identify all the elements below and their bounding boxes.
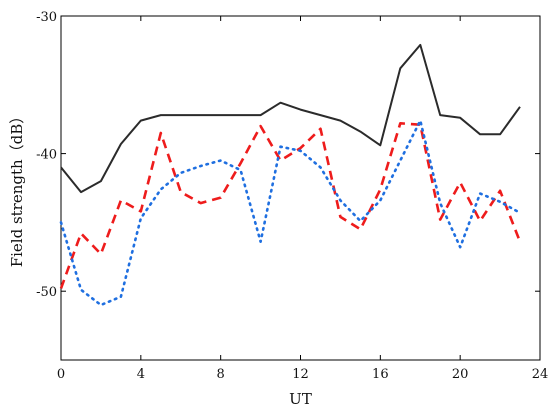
plot-frame (60, 15, 541, 361)
x-tick-label: 12 (292, 367, 309, 382)
y-tick-label: -40 (36, 148, 57, 163)
x-tick-label: 0 (57, 367, 65, 382)
x-tick-label: 16 (372, 367, 389, 382)
y-tick-label: -30 (36, 10, 57, 25)
series-layer (59, 43, 522, 307)
series-line-2 (59, 122, 522, 289)
y-axis-title: Field strength（dB） (8, 109, 26, 268)
axis-ticks: 0 4 8 12 16 20 24 -50 -40 -30 (36, 10, 548, 382)
x-tick-label: 20 (452, 367, 469, 382)
plot-area (60, 15, 541, 361)
x-axis-title: UT (289, 390, 312, 408)
x-tick-label: 24 (532, 367, 549, 382)
y-tick-label: -50 (36, 285, 57, 300)
series-line-3 (59, 119, 522, 307)
x-tick-label: 4 (137, 367, 145, 382)
series-line-1 (60, 43, 521, 194)
x-tick-label: 8 (217, 367, 225, 382)
